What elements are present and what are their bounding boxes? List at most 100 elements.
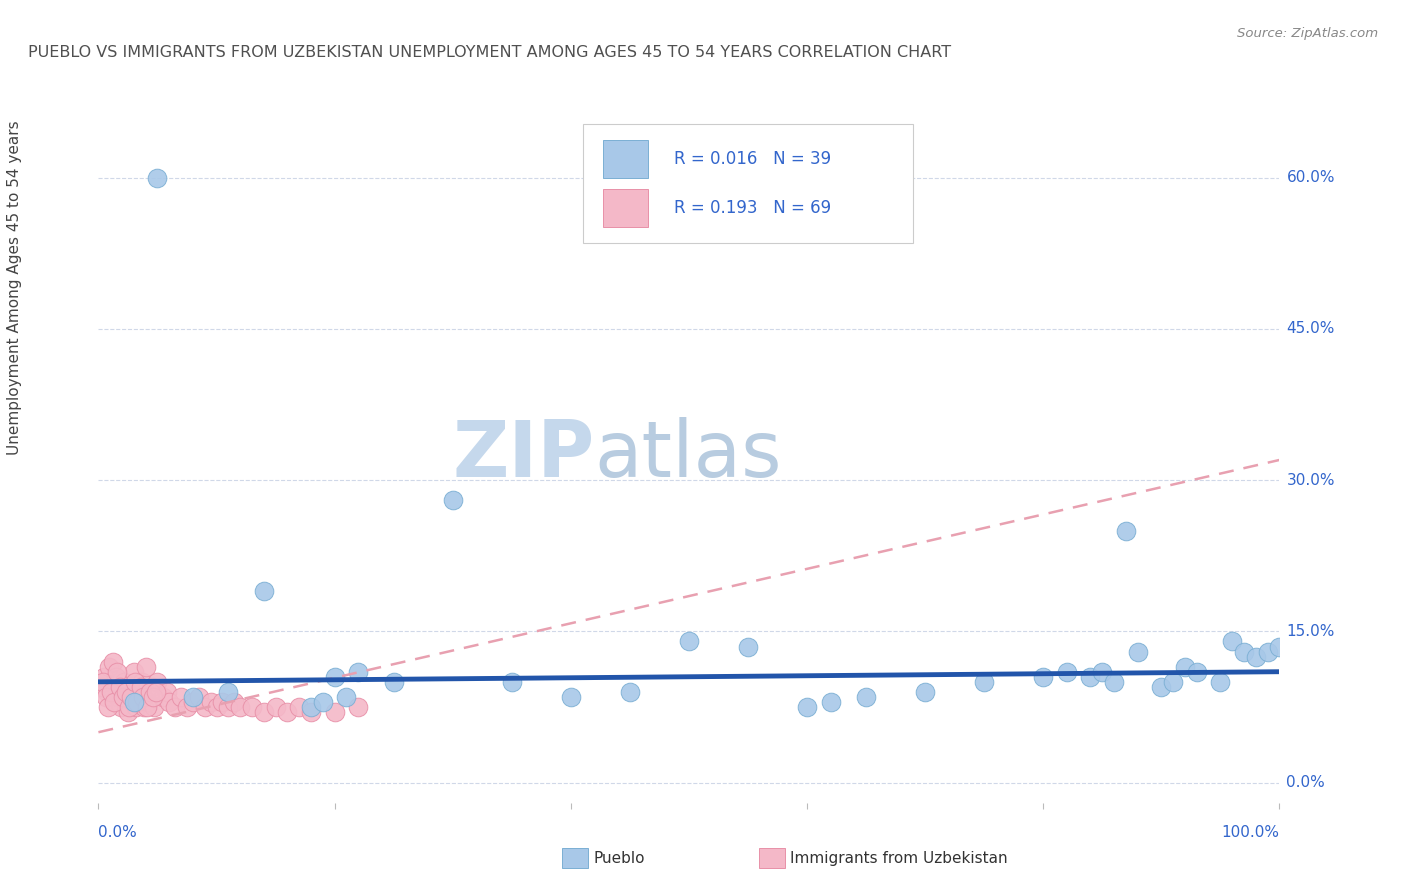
Text: PUEBLO VS IMMIGRANTS FROM UZBEKISTAN UNEMPLOYMENT AMONG AGES 45 TO 54 YEARS CORR: PUEBLO VS IMMIGRANTS FROM UZBEKISTAN UNE… xyxy=(28,45,952,60)
Point xyxy=(347,665,370,679)
Point xyxy=(1056,665,1078,679)
Point xyxy=(323,705,346,719)
Point xyxy=(299,705,322,719)
Point xyxy=(141,680,163,694)
Point xyxy=(678,634,700,648)
Point xyxy=(194,700,217,714)
Point xyxy=(737,640,759,654)
Point xyxy=(120,680,142,694)
Point xyxy=(176,700,198,714)
Point xyxy=(619,685,641,699)
Point xyxy=(107,690,129,704)
Point xyxy=(97,700,120,714)
Point xyxy=(135,659,157,673)
Point xyxy=(101,655,124,669)
FancyBboxPatch shape xyxy=(582,124,914,243)
Point xyxy=(128,690,150,704)
Point xyxy=(108,680,131,694)
Point xyxy=(1209,674,1232,689)
Point xyxy=(855,690,877,704)
Point xyxy=(276,705,298,719)
Point xyxy=(132,690,155,704)
Point xyxy=(820,695,842,709)
Point xyxy=(382,674,405,689)
Point xyxy=(1161,674,1184,689)
Point xyxy=(1080,670,1102,684)
Text: 15.0%: 15.0% xyxy=(1286,624,1334,639)
Point xyxy=(110,700,132,714)
Point xyxy=(145,685,167,699)
Point xyxy=(91,680,114,694)
Point xyxy=(299,700,322,714)
Point xyxy=(1220,634,1243,648)
Point xyxy=(973,674,995,689)
Text: atlas: atlas xyxy=(595,417,782,493)
Text: 60.0%: 60.0% xyxy=(1286,170,1334,186)
Text: 0.0%: 0.0% xyxy=(98,825,138,840)
Point xyxy=(156,685,179,699)
Point xyxy=(229,700,252,714)
Point xyxy=(1126,644,1149,658)
Point xyxy=(211,695,233,709)
Point xyxy=(114,685,136,699)
Point xyxy=(122,665,145,679)
Point xyxy=(142,690,165,704)
Point xyxy=(135,700,157,714)
Point xyxy=(181,695,204,709)
Point xyxy=(117,705,139,719)
Point xyxy=(914,685,936,699)
Point xyxy=(253,705,276,719)
Point xyxy=(139,685,162,699)
Point xyxy=(121,695,143,709)
Point xyxy=(205,700,228,714)
Text: Source: ZipAtlas.com: Source: ZipAtlas.com xyxy=(1237,27,1378,40)
Point xyxy=(187,690,209,704)
Point xyxy=(152,690,174,704)
Point xyxy=(181,690,204,704)
Bar xyxy=(603,189,648,227)
Text: ZIP: ZIP xyxy=(453,417,595,493)
Point xyxy=(1174,659,1197,673)
Point xyxy=(240,700,263,714)
Point xyxy=(441,493,464,508)
Point xyxy=(1102,674,1125,689)
Point xyxy=(105,670,128,684)
Point xyxy=(112,674,135,689)
Point xyxy=(347,700,370,714)
Point xyxy=(91,674,114,689)
Point xyxy=(200,695,222,709)
Text: Unemployment Among Ages 45 to 54 years: Unemployment Among Ages 45 to 54 years xyxy=(7,120,21,455)
Point xyxy=(217,685,239,699)
Point xyxy=(118,700,141,714)
Point xyxy=(142,700,165,714)
Point xyxy=(157,695,180,709)
Point xyxy=(122,695,145,709)
Point xyxy=(1268,640,1291,654)
Point xyxy=(1233,644,1256,658)
Point xyxy=(96,685,118,699)
Point xyxy=(124,674,146,689)
Point xyxy=(288,700,311,714)
Point xyxy=(93,670,115,684)
Point xyxy=(1115,524,1137,538)
Point xyxy=(323,670,346,684)
Point xyxy=(129,680,152,694)
Point xyxy=(98,680,121,694)
Point xyxy=(136,695,159,709)
Point xyxy=(146,170,169,185)
Text: 0.0%: 0.0% xyxy=(1286,775,1326,790)
Text: R = 0.193   N = 69: R = 0.193 N = 69 xyxy=(673,199,831,217)
Text: Immigrants from Uzbekistan: Immigrants from Uzbekistan xyxy=(790,851,1008,865)
Point xyxy=(111,685,134,699)
Point xyxy=(217,700,239,714)
Point xyxy=(112,690,135,704)
Point xyxy=(103,695,125,709)
Point xyxy=(1185,665,1208,679)
Point xyxy=(796,700,818,714)
Text: Pueblo: Pueblo xyxy=(593,851,645,865)
Point xyxy=(253,584,276,599)
Point xyxy=(146,674,169,689)
Point xyxy=(121,690,143,704)
Point xyxy=(224,695,246,709)
Point xyxy=(98,659,121,673)
